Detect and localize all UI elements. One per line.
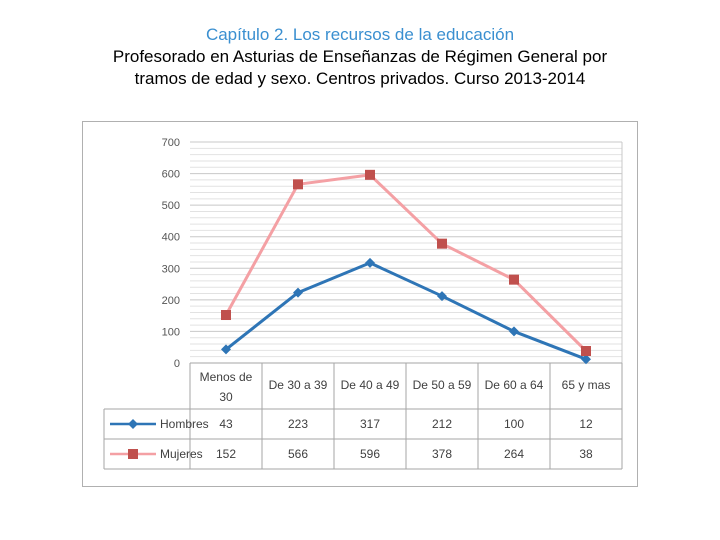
category-label: De 40 a 49 bbox=[341, 378, 400, 392]
data-table-value: 596 bbox=[360, 447, 380, 461]
chart-frame bbox=[82, 121, 638, 487]
data-point bbox=[293, 179, 303, 190]
series-line-mujeres bbox=[224, 173, 588, 353]
chart-header: Capítulo 2. Los recursos de la educación… bbox=[0, 24, 720, 90]
data-table-value: 317 bbox=[360, 417, 380, 431]
data-table-value: 223 bbox=[288, 417, 308, 431]
chapter-title: Capítulo 2. Los recursos de la educación bbox=[205, 25, 515, 44]
legend-label: Mujeres bbox=[160, 447, 203, 461]
series-group bbox=[221, 169, 591, 365]
y-tick-label: 300 bbox=[162, 263, 180, 275]
data-point bbox=[221, 310, 231, 321]
data-point bbox=[437, 291, 447, 302]
category-label: De 30 a 39 bbox=[269, 378, 328, 392]
series-line-hombres bbox=[225, 261, 587, 361]
data-table-value: 152 bbox=[216, 447, 236, 461]
data-table-value: 12 bbox=[579, 417, 593, 431]
data-table-value: 212 bbox=[432, 417, 452, 431]
line-chart: 0 100 200 300 400 500 600 700 Menos de 30 De 30 a… bbox=[82, 121, 638, 487]
data-point bbox=[437, 238, 447, 249]
data-point bbox=[509, 274, 519, 285]
y-axis: 0 100 200 300 400 500 600 700 bbox=[162, 137, 180, 370]
y-tick-label: 100 bbox=[162, 326, 180, 338]
data-table-value: 43 bbox=[219, 417, 233, 431]
category-label: 30 bbox=[219, 390, 233, 404]
category-label: De 50 a 59 bbox=[413, 378, 472, 392]
data-point bbox=[293, 287, 303, 298]
category-label: De 60 a 64 bbox=[485, 378, 544, 392]
y-tick-label: 200 bbox=[162, 295, 180, 307]
data-point bbox=[581, 346, 591, 357]
y-tick-label: 600 bbox=[162, 169, 180, 181]
category-label: 65 y mas bbox=[562, 378, 611, 392]
chart-title-line2: tramos de edad y sexo. Centros privados.… bbox=[134, 69, 586, 88]
legend-label: Hombres bbox=[160, 417, 209, 431]
data-point bbox=[581, 354, 591, 365]
data-point bbox=[365, 257, 375, 268]
data-point bbox=[509, 326, 519, 337]
y-tick-label: 700 bbox=[162, 137, 180, 149]
y-tick-label: 500 bbox=[162, 200, 180, 212]
legend-key-marker bbox=[128, 449, 138, 459]
chart-title-line1: Profesorado en Asturias de Enseñanzas de… bbox=[112, 47, 608, 66]
y-tick-label: 400 bbox=[162, 232, 180, 244]
legend-key-marker bbox=[128, 419, 138, 429]
data-table-value: 100 bbox=[504, 417, 524, 431]
data-point bbox=[221, 344, 231, 355]
y-tick-label: 0 bbox=[174, 358, 180, 370]
data-point bbox=[365, 169, 375, 180]
data-table-value: 38 bbox=[579, 447, 593, 461]
data-table-value: 566 bbox=[288, 447, 308, 461]
data-table-value: 264 bbox=[504, 447, 524, 461]
data-table-value: 378 bbox=[432, 447, 452, 461]
category-label: Menos de bbox=[200, 370, 253, 384]
data-table: Menos de 30 De 30 a 39 De 40 a 49 De 50 a 59… bbox=[103, 362, 623, 470]
